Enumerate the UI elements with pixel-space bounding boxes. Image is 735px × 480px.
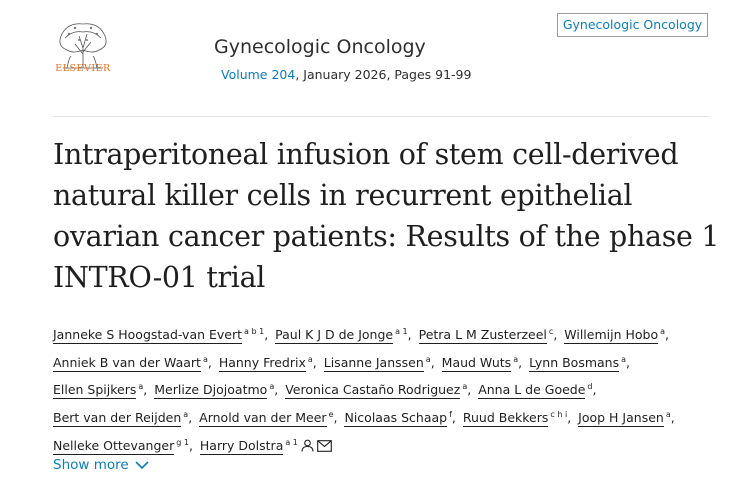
affiliation-marker[interactable]: a bbox=[183, 409, 189, 419]
author-item: Petra L M Zusterzeel c, bbox=[418, 327, 561, 345]
author-name-link[interactable]: Ellen Spijkers bbox=[53, 382, 137, 400]
author-separator: , bbox=[188, 410, 193, 426]
author-item: Joop H Jansen a, bbox=[578, 409, 678, 428]
author-separator: , bbox=[670, 410, 675, 426]
affiliation-marker[interactable]: a bbox=[665, 409, 671, 419]
author-separator: , bbox=[567, 410, 572, 426]
author-item: Veronica Castaño Rodriguez a, bbox=[285, 382, 474, 400]
issue-info: Volume 204, January 2026, Pages 91-99 bbox=[221, 67, 471, 82]
author-item: Anniek B van der Waart a, bbox=[53, 354, 215, 372]
author-item: Lisanne Janssen a, bbox=[323, 354, 438, 372]
journal-cover-link[interactable]: Gynecologic Oncology bbox=[557, 13, 708, 37]
author-separator: , bbox=[188, 437, 193, 453]
author-name-link[interactable]: Veronica Castaño Rodriguez bbox=[285, 382, 461, 400]
author-item: Ellen Spijkers a, bbox=[53, 382, 150, 400]
author-item: Ruud Bekkers c h i, bbox=[462, 409, 574, 428]
affiliation-marker[interactable]: c h i bbox=[550, 409, 568, 419]
author-item: Lynn Bosmans a, bbox=[529, 354, 633, 372]
elsevier-wordmark: ELSEVIER bbox=[55, 63, 111, 74]
author-name-link[interactable]: Anniek B van der Waart bbox=[53, 354, 201, 372]
author-item: Merlize Djojoatmo a, bbox=[154, 382, 281, 400]
affiliation-marker[interactable]: a bbox=[269, 382, 275, 392]
author-name-link[interactable]: Maud Wuts bbox=[441, 354, 512, 372]
affiliation-marker[interactable]: a bbox=[660, 327, 666, 336]
author-separator: , bbox=[451, 410, 456, 426]
author-separator: , bbox=[518, 354, 523, 370]
author-item: Arnold van der Meer e, bbox=[199, 409, 340, 428]
author-name-link[interactable]: Bert van der Reijden bbox=[53, 410, 182, 428]
affiliation-marker[interactable]: a bbox=[307, 354, 313, 364]
affiliation-marker[interactable]: a bbox=[138, 382, 144, 392]
author-name-link[interactable]: Arnold van der Meer bbox=[199, 410, 327, 428]
affiliation-marker[interactable]: e bbox=[328, 409, 334, 419]
author-name-link[interactable]: Nelleke Ottevanger bbox=[53, 437, 175, 455]
show-more-button[interactable]: Show more bbox=[53, 457, 149, 473]
volume-link[interactable]: Volume 204 bbox=[221, 67, 296, 82]
author-separator: , bbox=[264, 327, 269, 343]
author-separator: , bbox=[430, 354, 435, 370]
affiliation-marker[interactable]: a bbox=[462, 382, 468, 392]
author-separator: , bbox=[553, 327, 558, 343]
author-item: Bert van der Reijden a, bbox=[53, 409, 195, 428]
author-name-link[interactable]: Merlize Djojoatmo bbox=[154, 382, 268, 400]
author-separator: , bbox=[143, 382, 148, 398]
author-name-link[interactable]: Janneke S Hoogstad-van Evert bbox=[53, 327, 243, 345]
author-name-link[interactable]: Lynn Bosmans bbox=[529, 354, 620, 372]
affiliation-marker[interactable]: g 1 bbox=[176, 437, 189, 447]
affiliation-marker[interactable]: c bbox=[548, 327, 554, 336]
author-item: Nicolaas Schaap f, bbox=[344, 409, 458, 428]
author-separator: , bbox=[467, 382, 472, 398]
chevron-down-icon bbox=[135, 460, 149, 469]
author-name-link[interactable]: Willemijn Hobo bbox=[564, 327, 659, 345]
author-separator: , bbox=[407, 327, 412, 343]
author-separator: , bbox=[626, 354, 630, 370]
author-item: Maud Wuts a, bbox=[441, 354, 525, 372]
author-separator: , bbox=[592, 382, 597, 398]
article-header: ELSEVIER Gynecologic Oncology Volume 204… bbox=[0, 0, 735, 110]
header-divider bbox=[53, 116, 709, 117]
author-item: Harry Dolstra a 1 bbox=[199, 437, 332, 455]
elsevier-tree-logo[interactable] bbox=[53, 10, 113, 78]
author-item: Anna L de Goede d, bbox=[478, 382, 599, 400]
affiliation-marker[interactable]: a 1 bbox=[285, 437, 298, 447]
author-name-link[interactable]: Hanny Fredrix bbox=[218, 354, 306, 372]
author-item: Janneke S Hoogstad-van Evert a b 1, bbox=[53, 327, 271, 345]
affiliation-marker[interactable]: a bbox=[202, 354, 208, 364]
author-name-link[interactable]: Nicolaas Schaap bbox=[344, 410, 448, 428]
article-title: Intraperitoneal infusion of stem cell-de… bbox=[53, 138, 720, 294]
issue-details: , January 2026, Pages 91-99 bbox=[295, 67, 472, 82]
author-item: Nelleke Ottevanger g 1, bbox=[53, 437, 196, 455]
author-name-link[interactable]: Lisanne Janssen bbox=[323, 354, 424, 372]
affiliation-marker[interactable]: a b 1 bbox=[244, 327, 265, 336]
author-list: Janneke S Hoogstad-van Evert a b 1, Paul … bbox=[53, 320, 723, 458]
affiliation-marker[interactable]: a bbox=[513, 354, 519, 364]
author-name-link[interactable]: Joop H Jansen bbox=[578, 410, 664, 428]
author-item: Paul K J D de Jonge a 1, bbox=[275, 327, 414, 345]
affiliation-marker[interactable]: a 1 bbox=[395, 327, 408, 336]
author-separator: , bbox=[274, 382, 279, 398]
author-item: Hanny Fredrix a, bbox=[218, 354, 320, 372]
author-name-link[interactable]: Petra L M Zusterzeel bbox=[418, 327, 547, 345]
show-more-label: Show more bbox=[53, 457, 129, 473]
author-item: Willemijn Hobo a, bbox=[564, 327, 672, 345]
affiliation-marker[interactable]: a bbox=[425, 354, 431, 364]
affiliation-marker[interactable]: a bbox=[621, 354, 627, 364]
affiliation-marker[interactable]: f bbox=[449, 409, 452, 419]
author-name-link[interactable]: Ruud Bekkers bbox=[462, 410, 549, 428]
author-separator: , bbox=[665, 327, 670, 343]
journal-title[interactable]: Gynecologic Oncology bbox=[214, 36, 426, 58]
author-separator: , bbox=[207, 354, 212, 370]
affiliation-marker[interactable]: d bbox=[587, 382, 593, 392]
mail-icon[interactable] bbox=[317, 439, 332, 452]
author-name-link[interactable]: Harry Dolstra bbox=[199, 437, 284, 455]
author-separator: , bbox=[333, 410, 338, 426]
author-name-link[interactable]: Anna L de Goede bbox=[478, 382, 586, 400]
author-name-link[interactable]: Paul K J D de Jonge bbox=[275, 327, 394, 345]
author-separator: , bbox=[312, 354, 317, 370]
person-icon[interactable] bbox=[301, 439, 314, 452]
